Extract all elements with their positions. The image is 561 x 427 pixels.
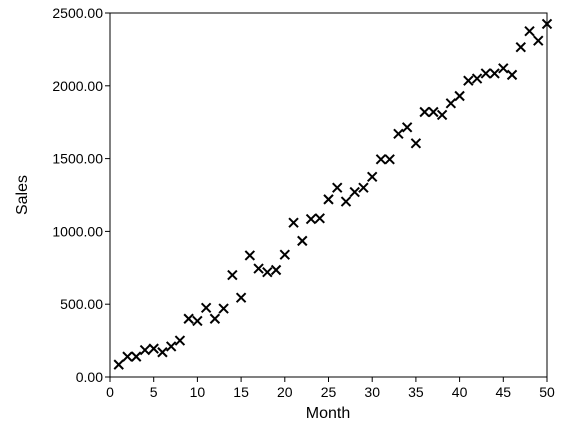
data-point <box>297 235 308 247</box>
x-tick-label: 15 <box>233 384 249 400</box>
data-point <box>113 359 124 370</box>
data-point <box>270 264 282 276</box>
data-point <box>218 303 229 314</box>
plot-frame <box>109 12 548 378</box>
data-point <box>209 313 221 324</box>
y-axis-label: Sales <box>14 175 31 215</box>
data-point <box>227 269 238 281</box>
data-point <box>533 35 544 46</box>
data-point <box>375 154 387 165</box>
x-tick-label: 10 <box>190 384 206 400</box>
data-point <box>463 75 474 86</box>
data-point <box>183 313 194 324</box>
data-point <box>436 109 448 121</box>
data-point <box>428 106 439 118</box>
data-point <box>506 69 518 81</box>
y-tick-label: 1500.00 <box>52 151 103 167</box>
data-point <box>192 315 203 327</box>
data-point <box>454 90 465 102</box>
x-tick-label: 30 <box>364 384 380 400</box>
data-point <box>165 341 177 352</box>
data-point <box>541 18 553 30</box>
x-tick-label: 5 <box>150 384 158 400</box>
x-tick-label: 25 <box>321 384 337 400</box>
data-points <box>113 18 553 370</box>
data-point <box>253 263 264 274</box>
x-axis-ticks: 0 5 10 15 20 25 30 35 40 45 50 <box>106 377 555 400</box>
x-tick-label: 0 <box>106 384 114 400</box>
data-point <box>498 63 509 74</box>
data-point <box>384 154 395 165</box>
data-point <box>471 73 483 84</box>
data-point <box>174 335 186 346</box>
data-point <box>410 138 422 149</box>
data-point <box>515 42 526 53</box>
data-point <box>358 182 369 193</box>
data-point <box>262 266 273 278</box>
data-point <box>148 343 159 354</box>
y-tick-label: 2500.00 <box>52 5 103 21</box>
data-point <box>349 186 360 198</box>
x-tick-label: 35 <box>408 384 424 400</box>
data-point <box>489 68 500 79</box>
data-point <box>139 344 151 356</box>
y-axis-ticks: 0.00 500.00 1000.00 1500.00 2000.00 2500.00 <box>52 5 110 385</box>
data-point <box>323 194 334 205</box>
x-axis-label: Month <box>306 405 350 422</box>
x-tick-label: 20 <box>277 384 293 400</box>
data-point <box>200 302 212 314</box>
y-tick-label: 500.00 <box>60 296 103 312</box>
data-point <box>480 68 492 79</box>
x-tick-label: 40 <box>452 384 468 400</box>
y-tick-label: 1000.00 <box>52 223 103 239</box>
x-tick-label: 45 <box>496 384 512 400</box>
data-point <box>393 128 404 140</box>
data-point <box>366 171 378 183</box>
data-point <box>340 196 352 207</box>
data-point <box>122 351 133 362</box>
x-tick-label: 50 <box>539 384 555 400</box>
data-point <box>445 98 457 109</box>
data-point <box>288 217 299 228</box>
data-point <box>157 347 168 358</box>
data-point <box>235 292 247 303</box>
data-point <box>131 351 142 362</box>
y-tick-label: 2000.00 <box>52 78 103 94</box>
data-point <box>314 213 325 224</box>
data-point <box>401 122 413 133</box>
data-point <box>279 249 291 260</box>
y-tick-label: 0.00 <box>76 369 103 385</box>
data-point <box>419 106 430 118</box>
data-point <box>244 250 256 261</box>
data-point <box>332 182 343 193</box>
data-point <box>524 25 535 37</box>
data-point <box>305 213 317 225</box>
